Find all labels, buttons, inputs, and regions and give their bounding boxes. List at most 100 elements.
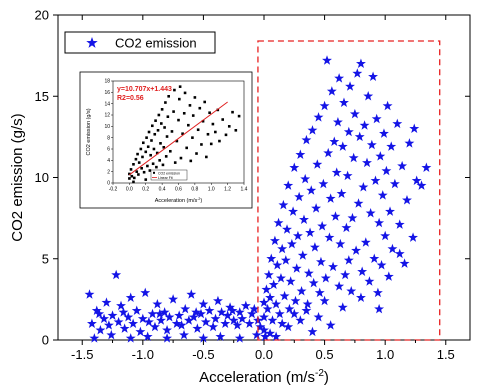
- data-point-star: [349, 108, 360, 119]
- data-point-star: [210, 313, 221, 324]
- data-point-star: [297, 250, 308, 260]
- data-point-star: [308, 277, 319, 288]
- data-point-star: [399, 258, 410, 268]
- data-point-star: [301, 305, 312, 315]
- x-tick-label: -0.5: [192, 347, 214, 362]
- data-point-star: [404, 138, 415, 148]
- data-point-star: [375, 151, 386, 161]
- data-point-star: [360, 237, 371, 247]
- inset-data-point: [181, 132, 184, 135]
- data-point-star: [318, 178, 329, 189]
- x-tick-label: 0.0: [255, 347, 273, 362]
- data-point-star: [345, 81, 355, 91]
- data-point-star: [125, 333, 136, 343]
- y-tick-label: 0: [42, 333, 49, 348]
- data-point-star: [365, 208, 376, 218]
- data-point-star: [140, 287, 151, 298]
- data-point-star: [277, 318, 288, 328]
- inset-data-point: [206, 132, 210, 136]
- data-point-star: [274, 308, 285, 319]
- inset-data-point: [149, 153, 152, 157]
- data-point-star: [118, 307, 129, 317]
- data-point-star: [352, 68, 363, 78]
- inset-y-tick-label: 14: [104, 101, 110, 107]
- inset-data-point: [128, 172, 131, 176]
- data-point-star: [154, 308, 165, 319]
- data-point-star: [162, 333, 172, 343]
- data-point-star: [198, 333, 209, 343]
- data-point-star: [409, 123, 420, 133]
- inset-legend: CO2 emission Linear Fit: [150, 169, 188, 181]
- y-tick-label: 15: [35, 89, 49, 104]
- data-point-star: [299, 214, 309, 224]
- data-point-star: [188, 312, 199, 322]
- inset-data-point: [169, 149, 172, 153]
- data-point-star: [271, 331, 282, 341]
- inset-chart: -0.2 0.0 0.2 0.4 0.6 0.8 1.0 1.2 1.4 0 2 4 6 8 10 12 14…: [79, 71, 253, 209]
- data-point-star: [131, 305, 142, 315]
- data-point-star: [125, 292, 136, 302]
- data-point-star: [106, 329, 117, 340]
- data-point-star: [337, 141, 348, 151]
- inset-data-point: [139, 147, 143, 151]
- data-point-star: [325, 320, 336, 330]
- data-point-star: [272, 260, 283, 270]
- data-point-star: [343, 255, 354, 265]
- inset-r-squared: R2=0.56: [117, 95, 144, 102]
- data-point-star: [379, 128, 389, 138]
- inset-x-tick-label: 0.8: [191, 187, 198, 193]
- inset-data-point: [195, 152, 198, 155]
- data-point-star: [374, 303, 385, 314]
- data-point-star: [280, 255, 291, 265]
- inset-data-point: [151, 124, 154, 128]
- legend-star-marker: [86, 37, 98, 48]
- inset-data-point: [193, 96, 197, 99]
- inset-data-point: [218, 139, 221, 143]
- data-point-star: [357, 266, 368, 276]
- inset-data-point: [154, 119, 157, 122]
- data-point-star: [332, 117, 343, 127]
- inset-data-point: [150, 139, 153, 142]
- inset-y-tick-label: 0: [107, 181, 110, 187]
- inset-data-point: [191, 136, 194, 139]
- x-axis: -1.5 -1.0 -0.5 0.0 0.5 1.0 1.5: [71, 15, 455, 362]
- data-point-star: [369, 253, 380, 263]
- data-point-star: [196, 308, 206, 319]
- data-point-star: [366, 139, 377, 150]
- data-point-star: [99, 313, 109, 324]
- inset-data-point: [179, 156, 183, 160]
- data-point-star: [290, 295, 301, 306]
- data-point-star: [353, 198, 364, 208]
- data-point-star: [305, 227, 315, 237]
- data-point-star: [363, 91, 374, 101]
- inset-data-point: [173, 88, 176, 92]
- inset-x-axis-title-tail: ): [200, 198, 202, 204]
- inset-data-point: [132, 163, 135, 166]
- data-point-star: [198, 299, 209, 309]
- inset-data-point: [183, 91, 187, 95]
- data-point-star: [319, 100, 330, 111]
- data-point-star: [322, 55, 332, 65]
- data-point-star: [394, 219, 405, 229]
- data-point-star: [284, 303, 295, 314]
- inset-y-axis: 0 2 4 6 8 10 12 14 16 18: [104, 79, 113, 187]
- inset-data-point: [237, 114, 241, 118]
- data-point-star: [383, 271, 394, 281]
- data-point-star: [319, 295, 330, 306]
- inset-data-point: [134, 157, 138, 161]
- data-point-star: [382, 100, 393, 111]
- inset-data-point: [227, 125, 231, 128]
- data-point-star: [220, 318, 231, 328]
- inset-data-point: [130, 174, 134, 178]
- data-point-star: [171, 318, 182, 328]
- inset-y-tick-label: 2: [107, 169, 110, 175]
- inset-data-point: [205, 155, 208, 159]
- inset-y-tick-label: 10: [104, 124, 110, 130]
- inset-y-tick-label: 16: [104, 90, 110, 96]
- inset-data-point: [147, 130, 151, 134]
- data-point-star: [421, 162, 432, 172]
- x-tick-label: -1.5: [71, 347, 93, 362]
- inset-background: [79, 71, 253, 209]
- inset-data-point: [162, 146, 166, 149]
- inset-data-point: [172, 110, 175, 113]
